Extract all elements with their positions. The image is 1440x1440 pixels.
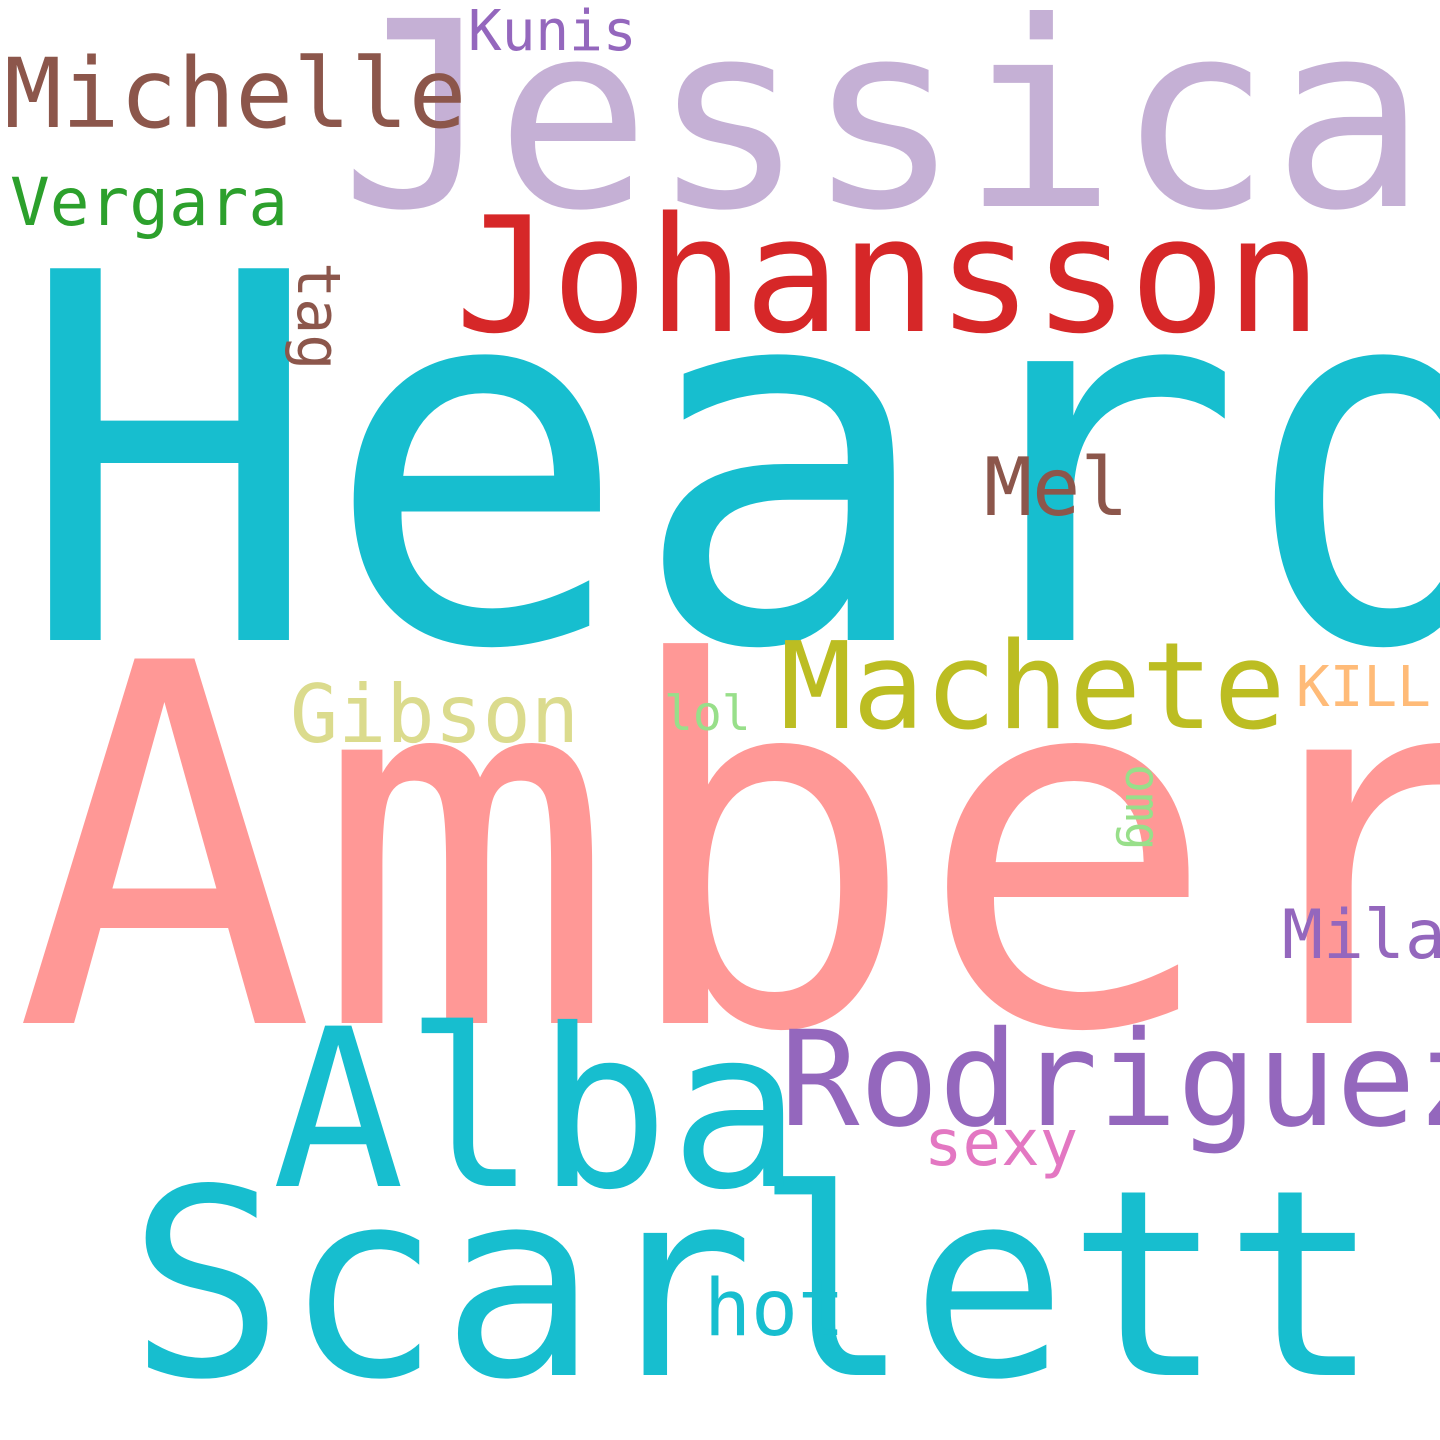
word-sexy: sexy (924, 1107, 1079, 1181)
word-kunis: Kunis (468, 0, 637, 64)
word-tag: lol (664, 686, 751, 742)
word-scarlett: Scarlett (128, 1135, 1381, 1437)
word-gibson: Gibson (290, 668, 579, 761)
word-lol: tag (283, 262, 353, 371)
word-heard: Heard (16, 168, 1440, 761)
word-alba: Alba (272, 982, 802, 1238)
word-michelle: Michelle (4, 38, 467, 150)
word-vergara: Vergara (10, 164, 289, 241)
word-rodriguez: Rodriguez (780, 1003, 1440, 1157)
word-johansson: Johansson (455, 182, 1322, 369)
word-amber: Amber (14, 559, 1440, 1141)
word-hot: hot (704, 1264, 845, 1354)
word-mel: Mel (984, 441, 1129, 534)
word-mila: Mila (1282, 896, 1440, 975)
word-jessica: Jessica (340, 0, 1428, 267)
word-kill: KILL (1296, 655, 1431, 720)
word-machete: Machete (780, 618, 1286, 757)
word-omg: omg (1114, 764, 1170, 851)
